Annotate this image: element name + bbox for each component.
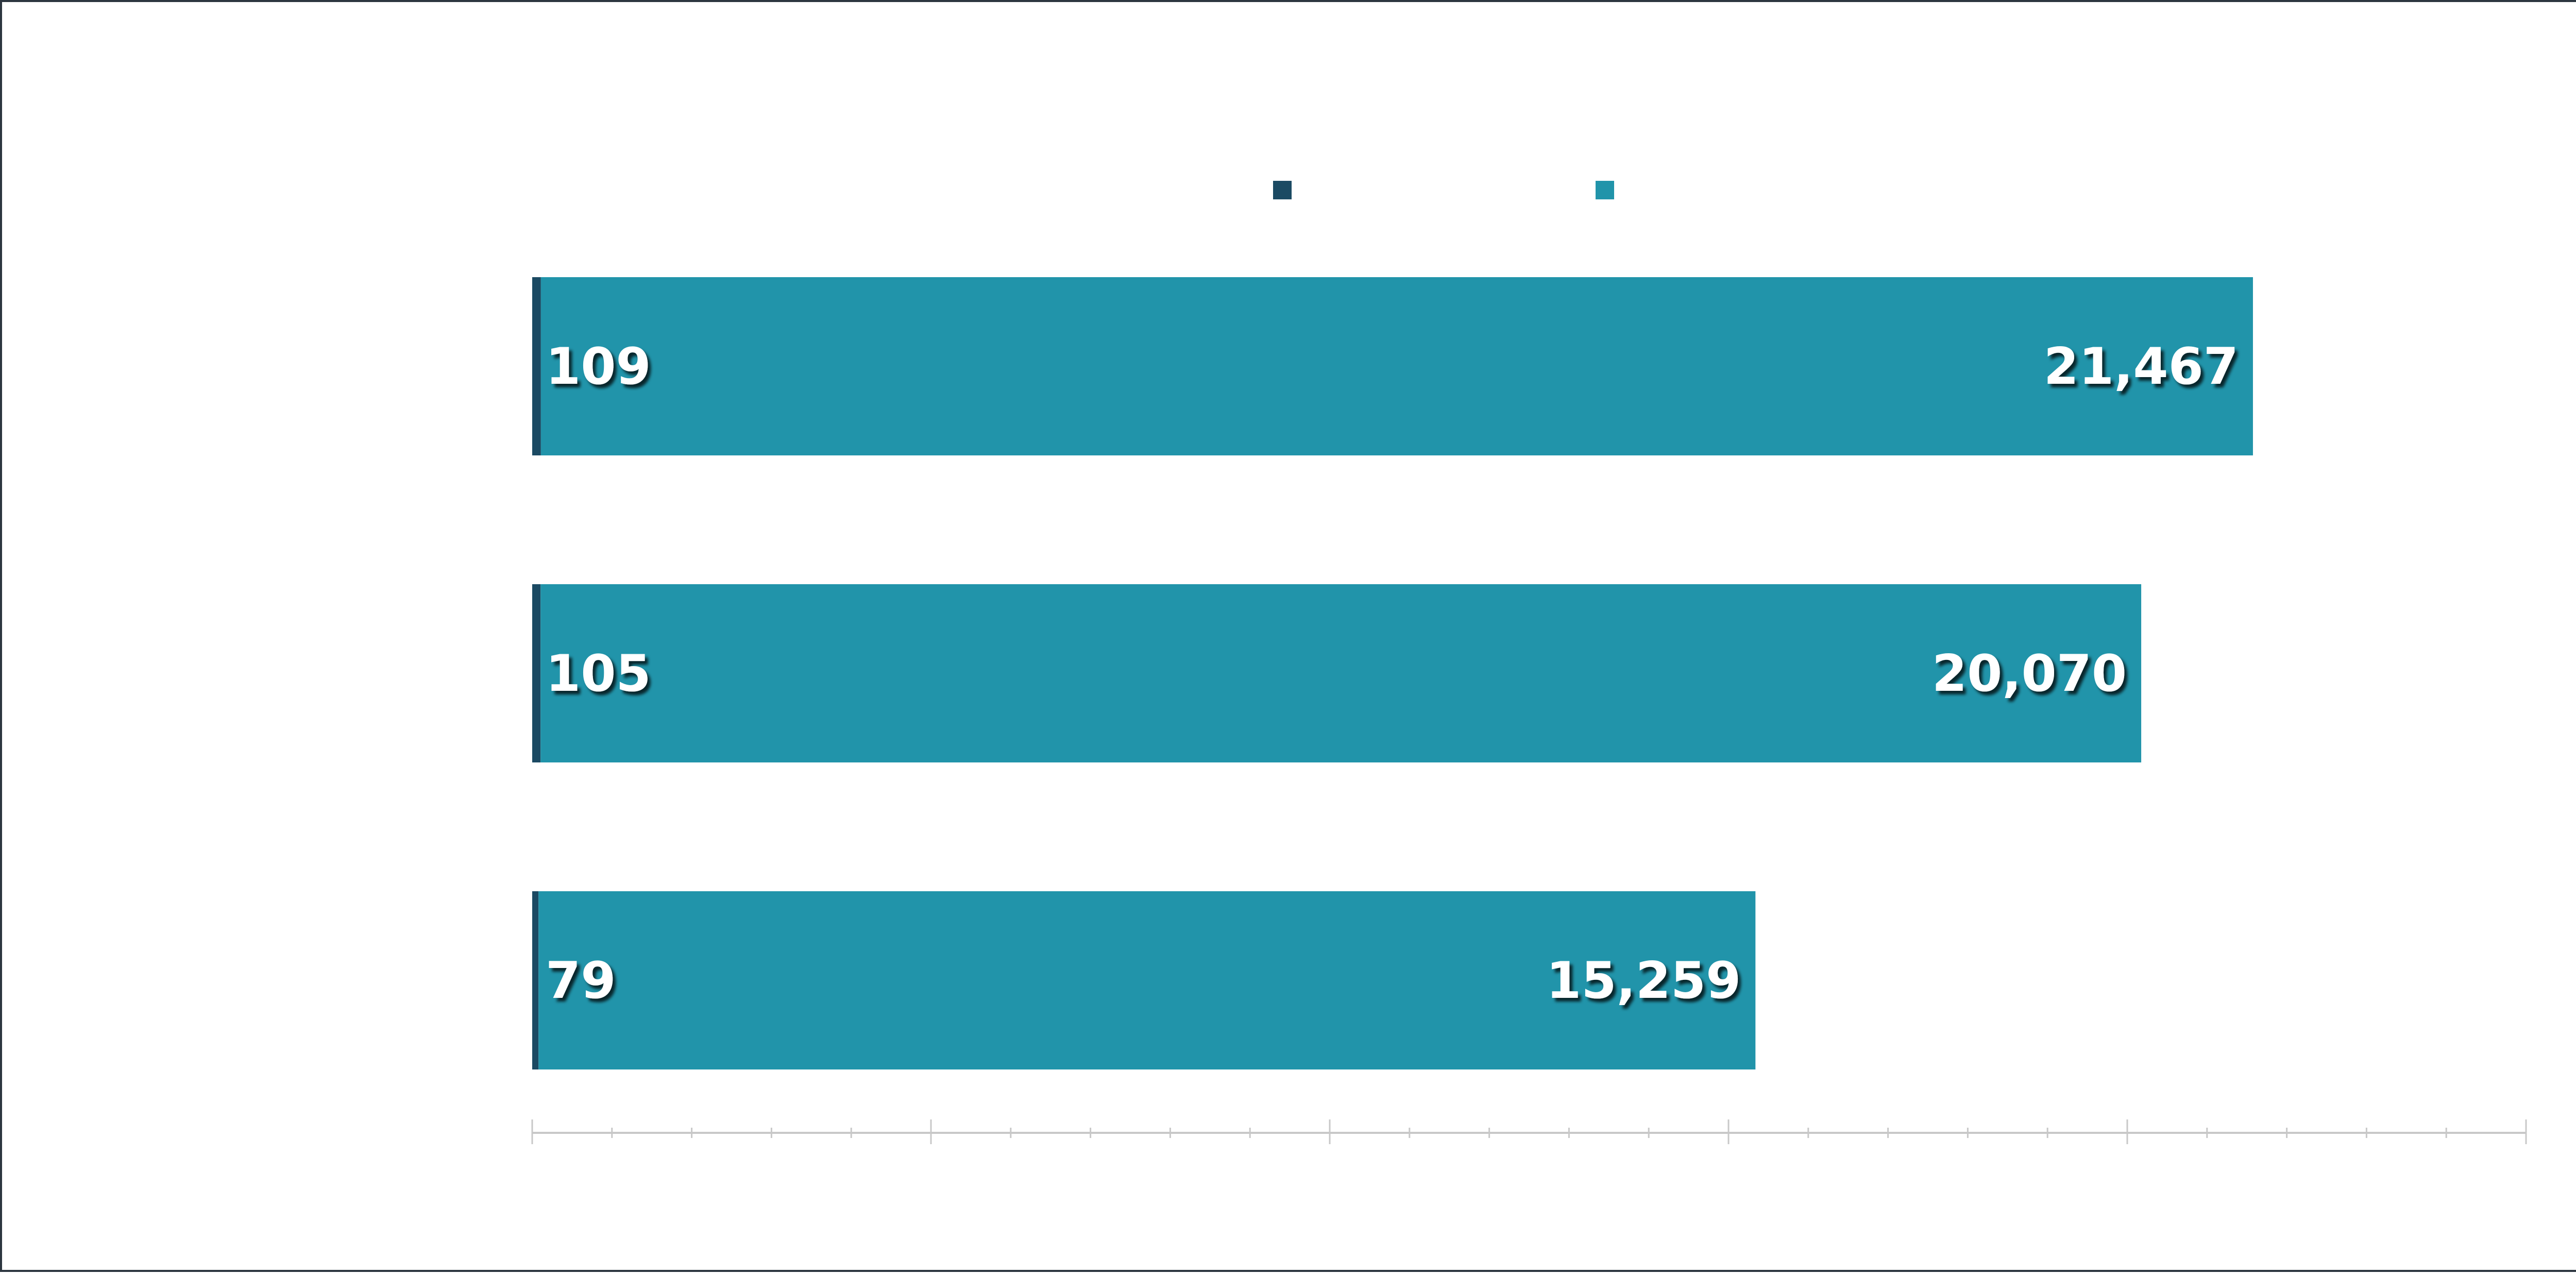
bar-series-2-1 [540,277,2253,455]
legend-swatch-series-2 [1596,181,1614,199]
data-label-series-2-1: 21,467 [2044,337,2239,396]
data-label-series-1-2: 105 [546,644,651,703]
legend [1273,181,1614,199]
bar-series-1-1 [532,277,541,455]
data-labels: 109 21,467 105 20,070 79 15,259 [546,337,2239,1010]
data-label-series-1-3: 79 [546,952,616,1010]
bar-series-1-3 [532,891,539,1069]
legend-swatch-series-1 [1273,181,1292,199]
x-axis [531,1119,2527,1144]
data-label-series-2-3: 15,259 [1546,952,1741,1010]
bar-series-1-2 [532,584,541,762]
data-label-series-2-2: 20,070 [1932,644,2127,703]
bars [532,277,2253,1069]
bar-series-2-3 [538,891,1756,1069]
bar-series-2-2 [540,584,2142,762]
data-label-series-1-1: 109 [546,337,651,396]
